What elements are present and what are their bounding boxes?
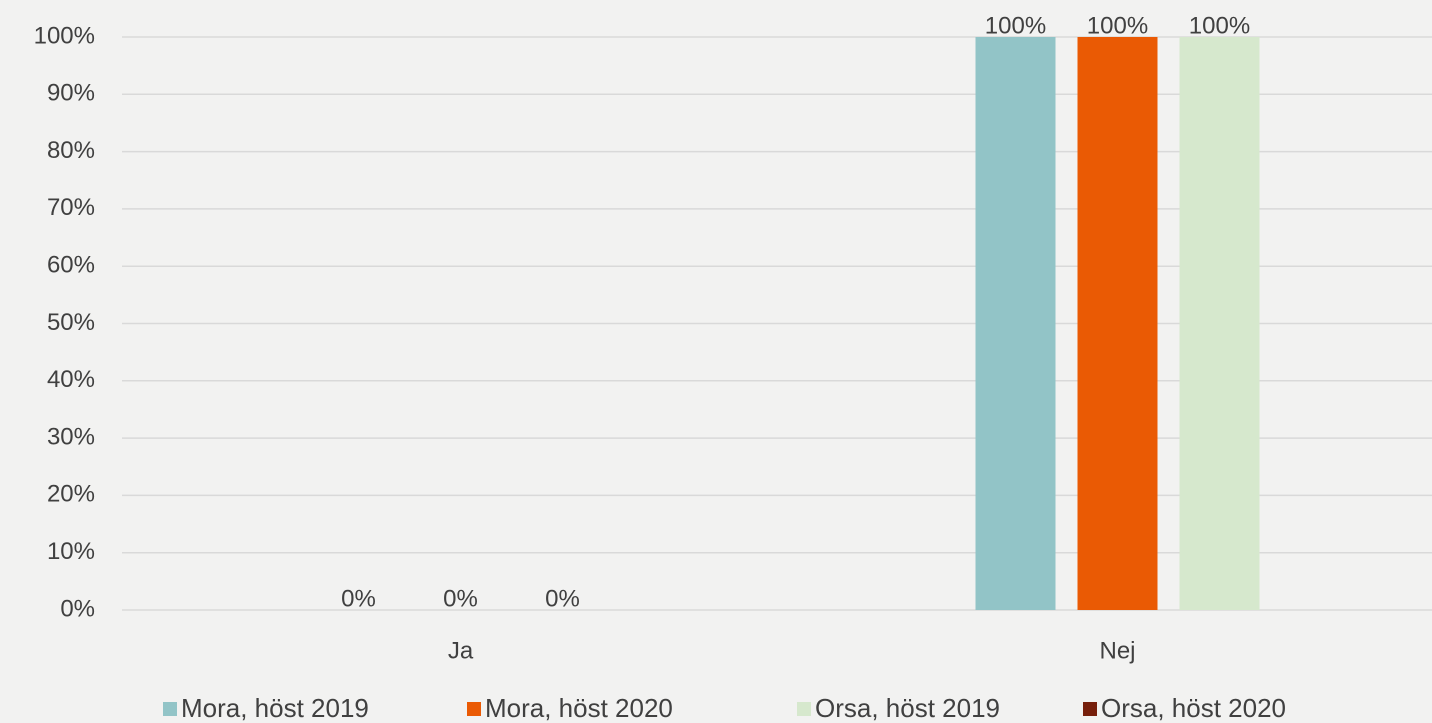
legend-swatch [797, 702, 811, 716]
legend-swatch [163, 702, 177, 716]
data-label: 0% [545, 585, 580, 612]
bar [975, 37, 1056, 610]
data-label: 100% [1189, 12, 1250, 39]
y-tick-label: 60% [47, 252, 95, 279]
y-tick-label: 80% [47, 137, 95, 164]
data-label: 0% [341, 585, 376, 612]
data-label: 100% [985, 12, 1046, 39]
y-tick-label: 50% [47, 309, 95, 336]
data-label: 100% [1087, 12, 1148, 39]
y-tick-label: 90% [47, 80, 95, 107]
y-tick-label: 20% [47, 481, 95, 508]
legend-label: Mora, höst 2019 [181, 693, 369, 723]
x-tick-label: Nej [1099, 637, 1135, 664]
legend-swatch [467, 702, 481, 716]
data-label: 0% [443, 585, 478, 612]
y-tick-label: 70% [47, 194, 95, 221]
y-tick-label: 40% [47, 366, 95, 393]
y-tick-label: 0% [60, 595, 95, 622]
legend-label: Orsa, höst 2020 [1101, 693, 1286, 723]
x-tick-label: Ja [448, 637, 474, 664]
bar [1179, 37, 1260, 610]
legend-label: Mora, höst 2020 [485, 693, 673, 723]
y-tick-label: 10% [47, 538, 95, 565]
bar [1077, 37, 1158, 610]
y-tick-label: 30% [47, 423, 95, 450]
legend-label: Orsa, höst 2019 [815, 693, 1000, 723]
y-tick-label: 100% [34, 22, 95, 49]
legend-swatch [1083, 702, 1097, 716]
